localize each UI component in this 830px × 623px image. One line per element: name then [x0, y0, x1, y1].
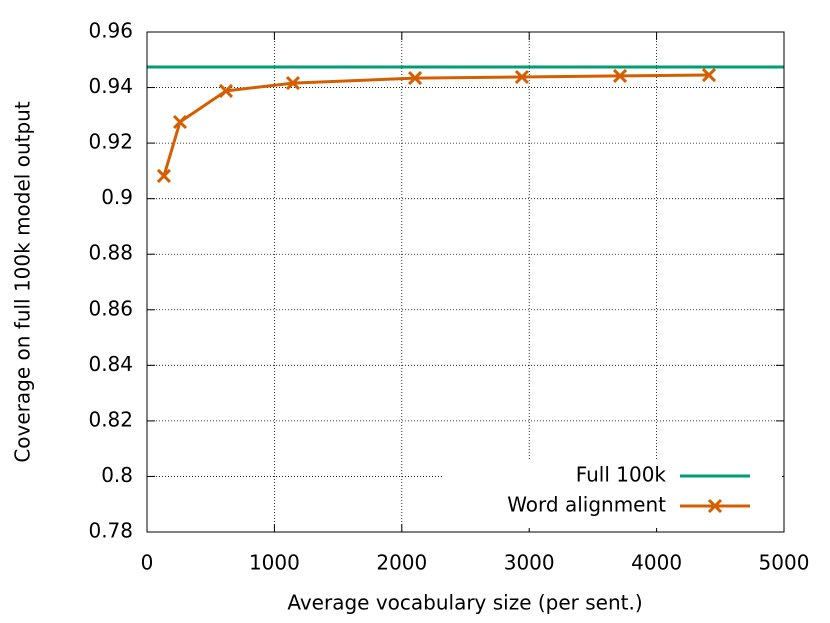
y-tick-label: 0.84	[88, 352, 133, 376]
y-tick-label: 0.8	[101, 463, 133, 487]
y-tick-label: 0.78	[88, 519, 133, 543]
y-tick-label: 0.88	[88, 241, 133, 265]
y-axis-label: Coverage on full 100k model output	[11, 101, 35, 463]
x-tick-label: 1000	[249, 551, 300, 575]
y-tick-label: 0.96	[88, 19, 133, 43]
y-tick-label: 0.9	[101, 185, 133, 209]
marker	[218, 83, 234, 98]
x-tick-label: 3000	[504, 551, 555, 575]
x-tick-label: 4000	[631, 551, 682, 575]
y-tick-label: 0.92	[88, 130, 133, 154]
legend-label: Word alignment	[507, 493, 666, 517]
marker	[612, 68, 628, 83]
marker	[701, 67, 717, 83]
marker	[285, 76, 301, 91]
x-tick-label: 0	[141, 551, 154, 575]
marker	[514, 69, 529, 85]
marker	[172, 114, 188, 130]
legend-marker	[707, 498, 723, 514]
x-tick-label: 5000	[759, 551, 810, 575]
marker	[156, 168, 172, 183]
plot-frame	[146, 31, 785, 533]
y-tick-label: 0.82	[88, 407, 133, 431]
y-tick-label: 0.86	[88, 296, 133, 320]
legend-box	[444, 460, 782, 528]
series-line	[162, 73, 709, 177]
y-tick-label: 0.94	[88, 74, 133, 98]
x-tick-label: 2000	[376, 551, 427, 575]
marker	[407, 71, 423, 86]
x-axis-label: Average vocabulary size (per sent.)	[287, 591, 642, 615]
legend-label: Full 100k	[576, 463, 667, 487]
